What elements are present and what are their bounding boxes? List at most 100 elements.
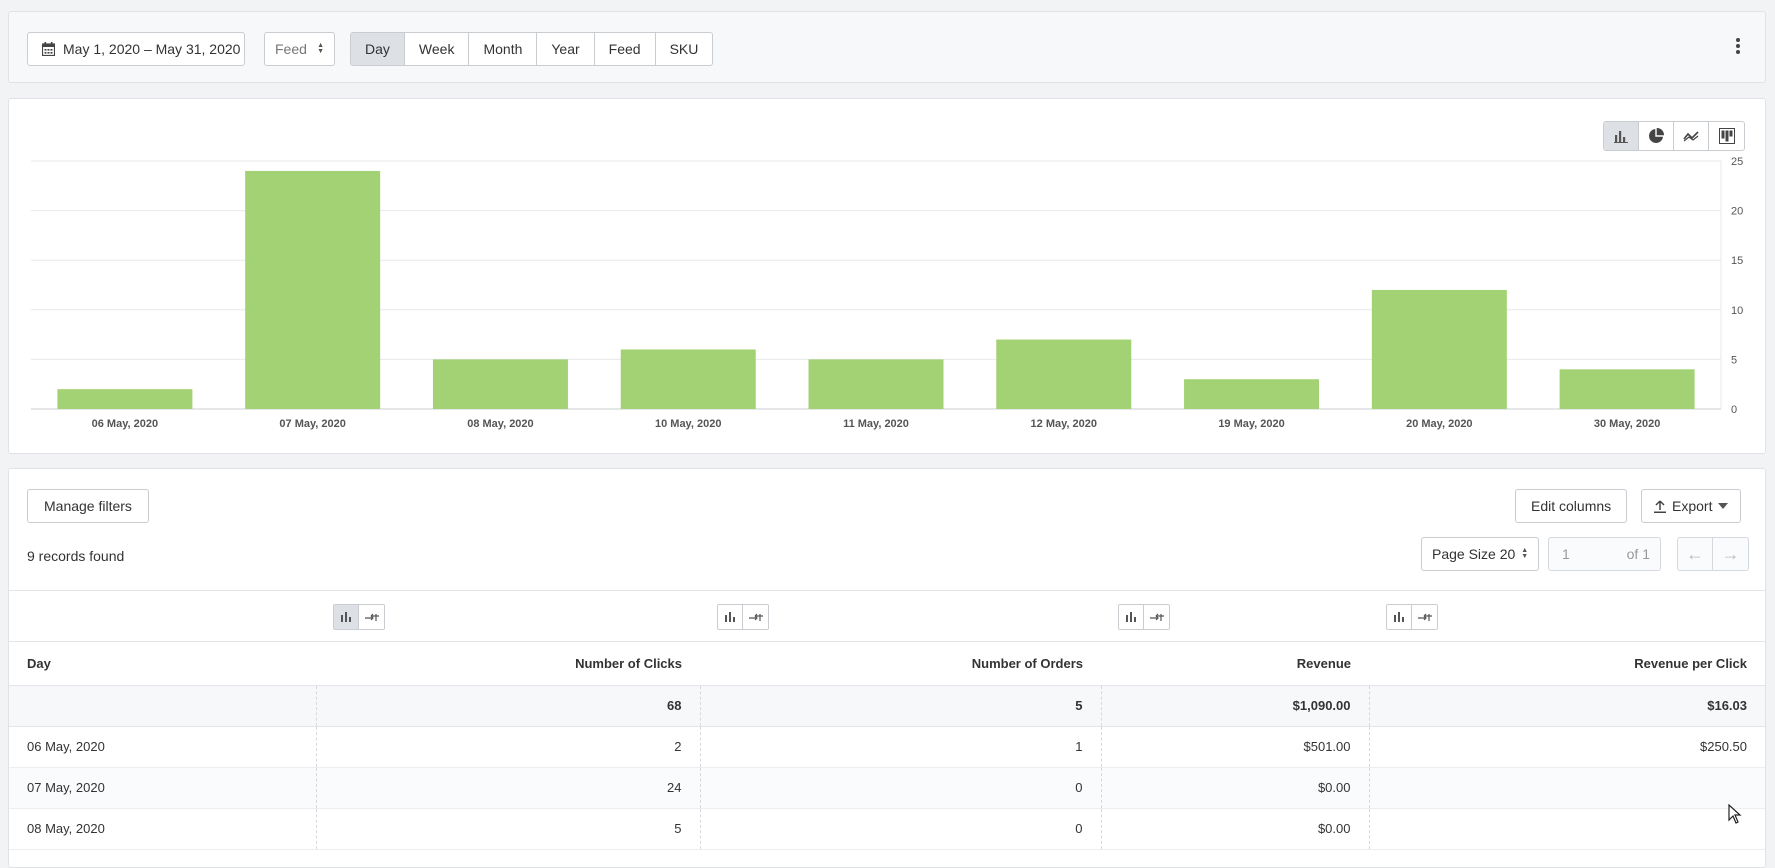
group-by-value: Feed [275, 41, 307, 57]
calendar-icon [42, 42, 55, 56]
y-tick-label: 25 [1731, 156, 1743, 168]
total-cell [9, 685, 316, 727]
x-tick-label: 12 May, 2020 [1031, 418, 1097, 430]
page-size-select[interactable]: Page Size 20 ▲ ▼ [1421, 537, 1540, 571]
table-cell [1368, 808, 1765, 850]
bar-chart-icon[interactable] [334, 605, 359, 629]
chart-type-switcher [1603, 121, 1745, 151]
bar-chart: 0 5 10 15 20 25 06 May, 2020 07 May, 2020 08 May… [31, 156, 1743, 430]
table-cell: 24 [315, 767, 700, 809]
page-number-input[interactable]: 1 of 1 [1548, 537, 1661, 571]
table-header-row: Day Number of Clicks Number of Orders Re… [9, 642, 1765, 686]
chart-bar [1184, 379, 1320, 409]
bar-chart-icon[interactable] [1604, 122, 1639, 150]
segment-week[interactable]: Week [405, 33, 470, 65]
pie-chart-icon[interactable] [1639, 122, 1674, 150]
rpc-column-toggle [1386, 604, 1438, 630]
column-header-orders[interactable]: Number of Orders [700, 642, 1101, 686]
table-cell: $250.50 [1368, 726, 1765, 768]
chart-bar [996, 339, 1132, 409]
table-cell [1368, 767, 1765, 809]
x-tick-label: 20 May, 2020 [1406, 418, 1472, 430]
date-range-button[interactable]: May 1, 2020 – May 31, 2020 [27, 32, 245, 66]
edit-columns-button[interactable]: Edit columns [1515, 489, 1628, 523]
chart-bar [1371, 289, 1507, 409]
compare-arrows-icon[interactable] [743, 605, 768, 629]
segment-day[interactable]: Day [351, 33, 405, 65]
chart-bar [57, 389, 193, 409]
group-by-select[interactable]: Feed ▲ ▼ [264, 32, 335, 66]
table-cell: 5 [315, 808, 700, 850]
chart-bar [1559, 369, 1695, 409]
y-tick-label: 15 [1731, 255, 1743, 267]
export-button[interactable]: Export [1641, 489, 1742, 523]
table-cell: $501.00 [1100, 726, 1369, 768]
table-cell: $0.00 [1100, 808, 1369, 850]
prev-page-arrow-icon[interactable]: ← [1678, 538, 1713, 570]
segment-feed[interactable]: Feed [595, 33, 656, 65]
table-cell: 0 [699, 767, 1101, 809]
y-tick-label: 10 [1731, 305, 1743, 317]
table-row: 08 May, 2020 5 0 $0.00 [9, 808, 1765, 850]
table-cell: 06 May, 2020 [9, 726, 316, 768]
segment-month[interactable]: Month [469, 33, 538, 65]
report-table-panel: Manage filters Edit columns Export 9 rec… [8, 468, 1766, 868]
compare-arrows-icon[interactable] [1144, 605, 1169, 629]
sort-updown-icon: ▲ ▼ [317, 42, 324, 55]
records-count: 9 records found [27, 548, 125, 564]
column-chart-toggles [9, 590, 1765, 642]
next-page-arrow-icon[interactable]: → [1721, 543, 1740, 564]
date-range-label: May 1, 2020 – May 31, 2020 [63, 41, 241, 57]
bar-chart-icon[interactable] [1119, 605, 1144, 629]
bar-chart-icon[interactable] [1387, 605, 1412, 629]
x-tick-label: 06 May, 2020 [92, 418, 158, 430]
x-tick-label: 10 May, 2020 [655, 418, 721, 430]
page-total-label: of 1 [1626, 546, 1650, 562]
column-header-clicks[interactable]: Number of Clicks [316, 642, 700, 686]
x-tick-label: 19 May, 2020 [1218, 418, 1284, 430]
totals-row: 68 5 $1,090.00 $16.03 [9, 685, 1765, 727]
compare-arrows-icon[interactable] [359, 605, 384, 629]
chart-bar [620, 349, 756, 409]
segment-year[interactable]: Year [537, 33, 595, 65]
table-cell: 2 [315, 726, 700, 768]
manage-filters-button[interactable]: Manage filters [27, 489, 149, 523]
chart-bar [432, 359, 568, 409]
x-tick-label: 11 May, 2020 [843, 418, 909, 430]
table-cell: 1 [699, 726, 1101, 768]
kebab-icon[interactable] [1733, 36, 1743, 56]
mouse-pointer-icon [1728, 804, 1742, 824]
x-tick-label: 07 May, 2020 [279, 418, 345, 430]
period-segmented-control: Day Week Month Year Feed SKU [350, 32, 714, 66]
orders-column-toggle [717, 604, 769, 630]
table-cell: 07 May, 2020 [9, 767, 316, 809]
chart-bar [808, 359, 944, 409]
total-cell: $1,090.00 [1100, 685, 1369, 727]
chart-bar [245, 170, 381, 409]
column-header-revenue[interactable]: Revenue [1101, 642, 1369, 686]
export-label: Export [1672, 498, 1713, 514]
bar-chart-icon[interactable] [718, 605, 743, 629]
line-chart-icon[interactable] [1674, 122, 1709, 150]
revenue-column-toggle [1118, 604, 1170, 630]
compare-arrows-icon[interactable] [1412, 605, 1437, 629]
total-cell: $16.03 [1368, 685, 1765, 727]
data-table: Day Number of Clicks Number of Orders Re… [9, 590, 1765, 850]
total-cell: 68 [315, 685, 700, 727]
clicks-column-toggle [333, 604, 385, 630]
table-cell: 08 May, 2020 [9, 808, 316, 850]
stacked-chart-icon[interactable] [1709, 122, 1744, 150]
table-row: 06 May, 2020 2 1 $501.00 $250.50 [9, 726, 1765, 768]
segment-sku[interactable]: SKU [669, 41, 699, 57]
toolbar-panel: May 1, 2020 – May 31, 2020 Feed ▲ ▼ Day W… [8, 11, 1766, 83]
x-tick-label: 08 May, 2020 [467, 418, 533, 430]
y-tick-label: 0 [1731, 404, 1737, 416]
caret-down-icon [1718, 503, 1729, 509]
column-header-revenue-per-click[interactable]: Revenue per Click [1369, 642, 1765, 686]
table-cell: 0 [699, 808, 1101, 850]
pagination-nav: ← → [1677, 537, 1749, 571]
table-row: 07 May, 2020 24 0 $0.00 [9, 767, 1765, 809]
y-tick-label: 20 [1731, 206, 1743, 218]
table-cell: $0.00 [1100, 767, 1369, 809]
column-header-day[interactable]: Day [9, 642, 316, 686]
